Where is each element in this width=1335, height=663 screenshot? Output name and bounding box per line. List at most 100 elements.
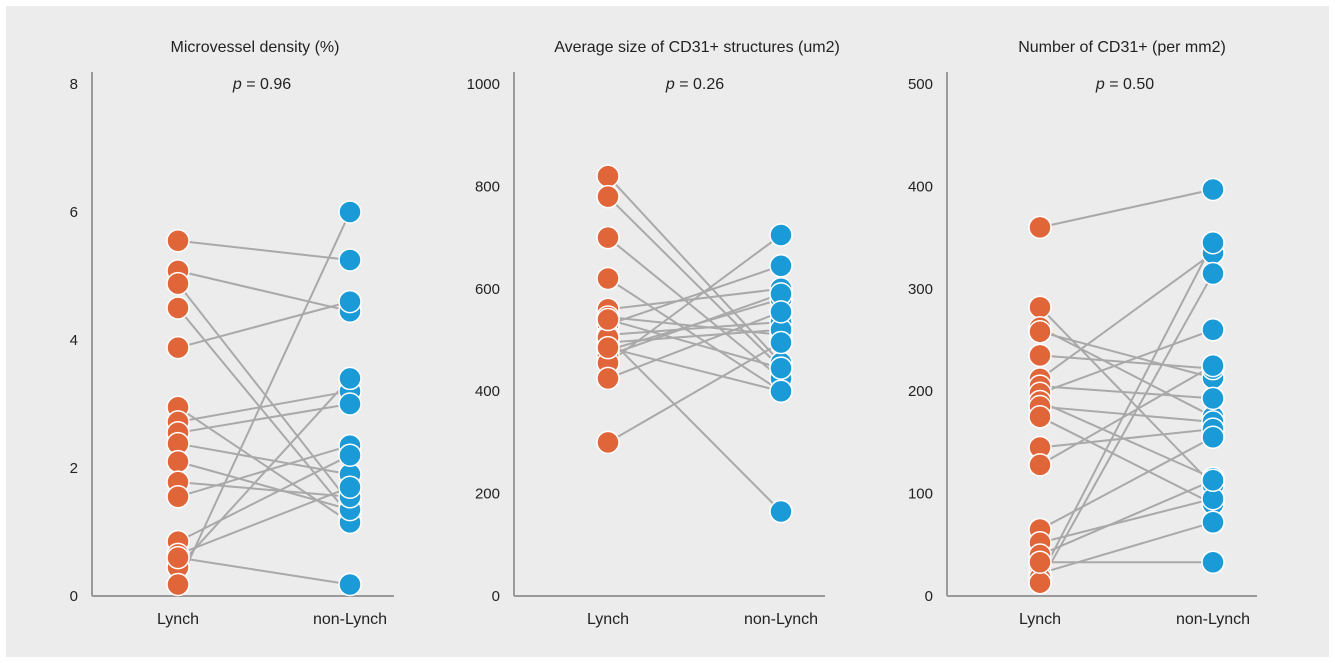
p-value: = 0.26 [675, 76, 724, 93]
pair-connector-line [1039, 272, 1214, 584]
pair-connector-line [177, 556, 351, 586]
pair-connector-line [607, 328, 782, 344]
lynch-point [166, 449, 190, 474]
chart-title: Microvessel density (%) [171, 39, 340, 56]
y-tick-label: 800 [475, 178, 500, 195]
non-lynch-point [769, 254, 793, 278]
p-symbol: p [232, 76, 242, 93]
y-tick-label: 2 [70, 460, 78, 477]
lynch-point [1028, 570, 1052, 595]
pair-connector-line [607, 321, 782, 336]
non-lynch-point [1201, 230, 1225, 255]
lynch-point [1028, 215, 1052, 240]
figure-background [6, 6, 1329, 657]
pair-connector-line [177, 377, 351, 568]
pair-connector-line [607, 292, 782, 357]
lynch-point [166, 545, 190, 570]
pair-connector-line [1039, 242, 1214, 579]
pair-connector-line [607, 318, 782, 370]
non-lynch-point [1201, 425, 1225, 450]
y-tick-label: 500 [908, 76, 933, 93]
lynch-point [1028, 343, 1052, 368]
pair-connector-line [1039, 400, 1214, 480]
non-lynch-point [338, 475, 362, 499]
pair-connector-line [607, 234, 782, 364]
non-lynch-point [769, 223, 793, 247]
pair-connector-line [177, 390, 351, 423]
lynch-point [166, 296, 190, 320]
pair-connector-line [1039, 326, 1214, 418]
x-category-label: non-Lynch [744, 611, 818, 628]
y-tick-label: 1000 [467, 76, 500, 93]
lynch-point [596, 335, 620, 360]
pair-connector-line [1039, 385, 1214, 400]
pair-connector-line [1039, 328, 1214, 395]
pair-connector-line [607, 341, 782, 444]
non-lynch-point [1201, 353, 1225, 378]
panel-3: Number of CD31+ (per mm2) p = 0.50 0 100 200… [908, 39, 1257, 628]
pair-connector-line [177, 211, 351, 585]
lynch-point [596, 225, 620, 250]
pair-connector-line [177, 283, 351, 504]
pair-connector-line [1039, 479, 1214, 556]
lynch-point [166, 572, 190, 597]
non-lynch-point [769, 300, 793, 324]
pair-connector-line [1039, 188, 1214, 229]
non-lynch-point [1201, 261, 1225, 286]
pair-connector-line [607, 236, 782, 380]
pair-connector-line [1039, 330, 1214, 379]
pair-connector-line [177, 406, 351, 524]
pair-connector-line [1039, 497, 1214, 544]
y-tick-label: 100 [908, 486, 933, 503]
pair-connector-line [1039, 415, 1214, 505]
lynch-point [596, 266, 620, 291]
non-lynch-point [338, 392, 362, 416]
lynch-point [596, 164, 620, 188]
panel-2: Average size of CD31+ structures (um2) p … [467, 39, 840, 628]
non-lynch-point [1201, 177, 1225, 202]
y-tick-label: 8 [70, 76, 78, 93]
pair-connector-line [607, 336, 782, 513]
non-lynch-point [1201, 318, 1225, 342]
y-tick-label: 0 [925, 588, 933, 605]
pair-connector-line [607, 195, 782, 369]
non-lynch-point [769, 379, 793, 403]
non-lynch-point [338, 289, 362, 314]
x-category-label: non-Lynch [1176, 611, 1250, 628]
y-tick-label: 200 [908, 383, 933, 400]
chart-title: Number of CD31+ (per mm2) [1018, 39, 1226, 56]
pair-connector-line [177, 486, 351, 556]
pair-connector-line [177, 481, 351, 498]
x-category-label: Lynch [587, 611, 629, 628]
y-tick-label: 600 [475, 281, 500, 298]
lynch-point [1028, 295, 1052, 319]
y-tick-label: 300 [908, 281, 933, 298]
pair-connector-line [607, 346, 782, 393]
pair-connector-line [1039, 428, 1214, 449]
y-tick-label: 0 [70, 588, 78, 605]
lynch-point [1028, 405, 1052, 429]
pair-connector-line [177, 307, 351, 517]
lynch-point [596, 366, 620, 391]
non-lynch-point [338, 366, 362, 391]
non-lynch-point [1201, 550, 1225, 574]
lynch-point [596, 307, 620, 332]
pair-connector-line [177, 454, 351, 543]
y-tick-label: 200 [475, 486, 500, 503]
pair-connector-line [1039, 252, 1214, 380]
x-category-label: Lynch [1019, 611, 1061, 628]
p-value: = 0.96 [242, 76, 291, 93]
pair-connector-line [177, 239, 351, 261]
lynch-point [166, 335, 190, 360]
pair-connector-line [607, 277, 782, 393]
y-tick-label: 400 [475, 383, 500, 400]
lynch-point [596, 430, 620, 455]
pair-connector-line [177, 300, 351, 349]
panel-1: Microvessel density (%) p = 0.96 0 2 4 6 8 Lync… [70, 39, 394, 628]
p-value: = 0.50 [1105, 76, 1154, 93]
pair-connector-line [1039, 306, 1214, 487]
non-lynch-point [1201, 468, 1225, 493]
chart-title: Average size of CD31+ structures (um2) [554, 39, 840, 56]
non-lynch-point [769, 330, 793, 355]
